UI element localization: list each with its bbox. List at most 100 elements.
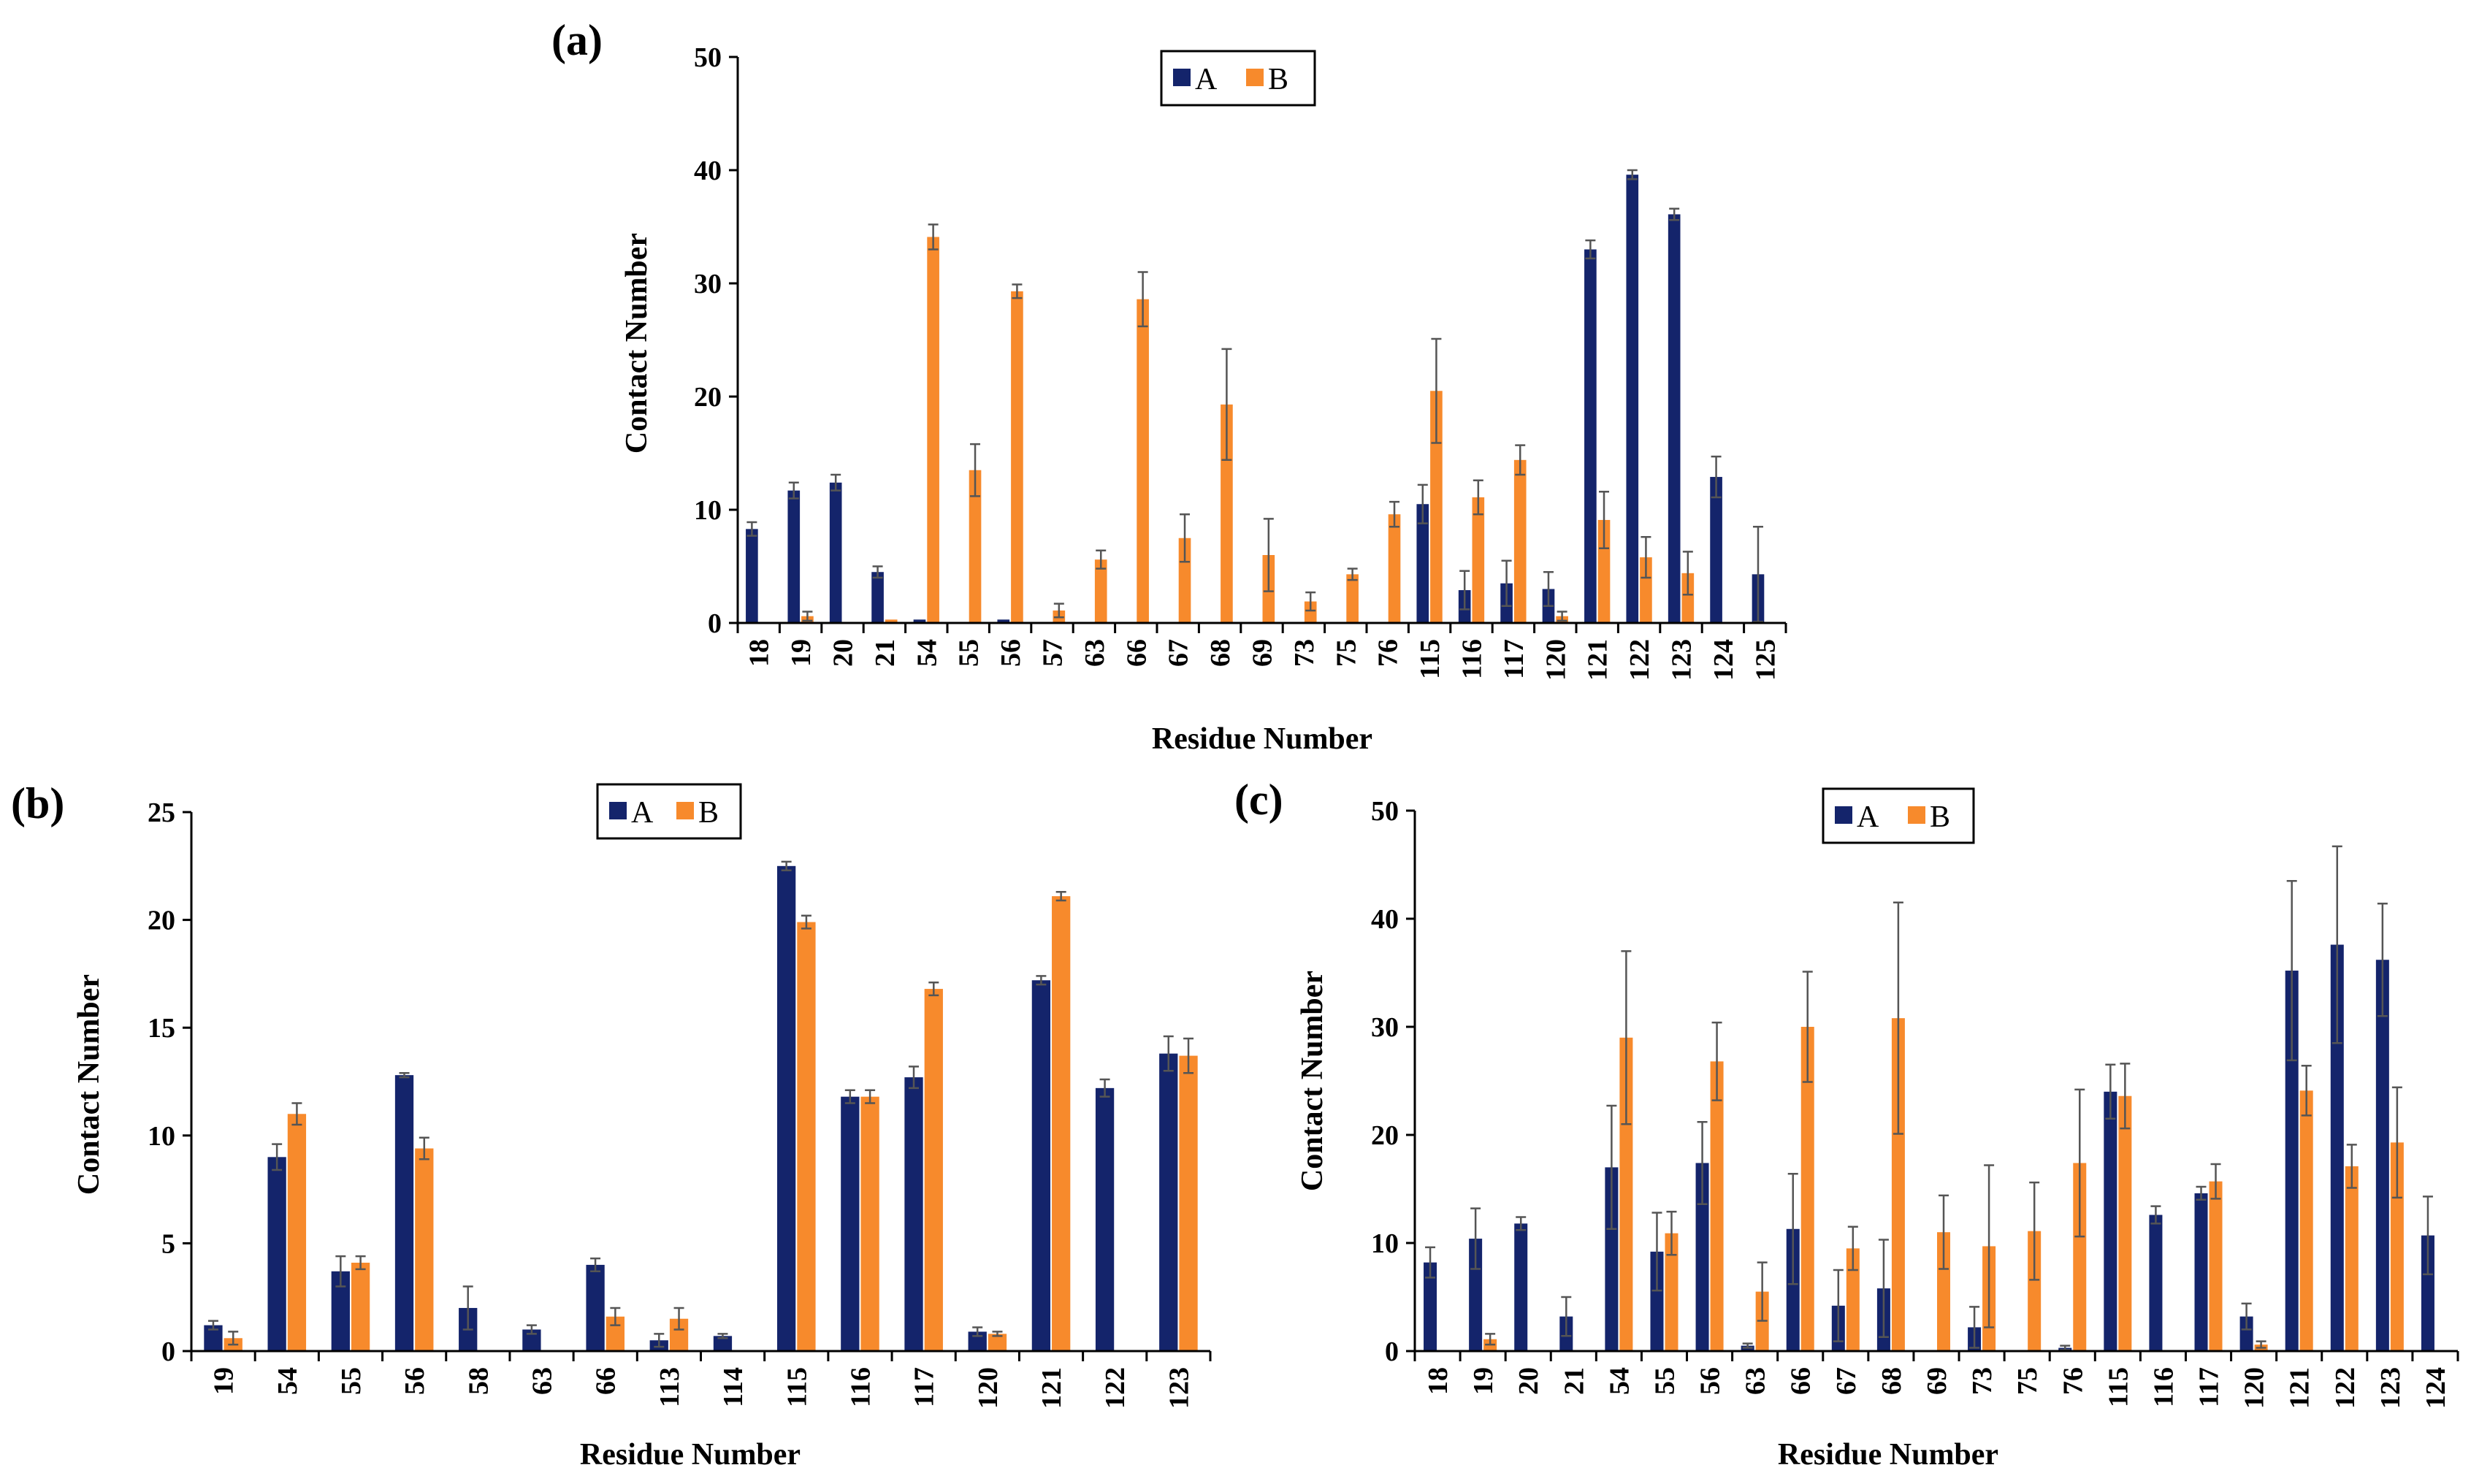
- bar-b-A-54: [267, 1157, 286, 1351]
- bar-c-B-117: [2209, 1181, 2223, 1351]
- bar-c-B-66: [1800, 1027, 1814, 1351]
- bar-c-B-69: [1937, 1232, 1951, 1351]
- error-bar-a-A-117: [1501, 559, 1512, 607]
- bar-a-B-123: [1681, 573, 1695, 623]
- x-tick-label-c-54: 54: [1604, 1367, 1635, 1395]
- error-bar-c-B-68: [1893, 901, 1903, 1135]
- x-tick-label-a-57: 57: [1038, 639, 1069, 667]
- x-tick-label-b-58: 58: [463, 1367, 494, 1395]
- error-bar-b-A-113: [654, 1333, 665, 1348]
- bar-c-A-54: [1605, 1167, 1619, 1351]
- bar-a-B-54: [927, 237, 939, 623]
- bar-a-A-124: [1710, 477, 1722, 623]
- x-tick-label-c-55: 55: [1649, 1367, 1680, 1395]
- y-tick-label-c-40: 40: [1371, 904, 1399, 935]
- error-bar-c-A-123: [2377, 903, 2388, 1017]
- error-bar-a-B-116: [1473, 479, 1483, 516]
- y-tick-label-c-30: 30: [1371, 1012, 1399, 1043]
- x-tick-label-a-73: 73: [1289, 639, 1320, 667]
- x-tick-label-a-18: 18: [744, 639, 775, 667]
- error-bar-c-A-18: [1425, 1246, 1436, 1279]
- error-bar-c-A-63: [1742, 1342, 1753, 1349]
- y-tick-label-c-50: 50: [1371, 796, 1399, 827]
- error-bar-b-A-121: [1036, 975, 1047, 986]
- error-bar-c-A-120: [2241, 1302, 2252, 1331]
- x-tick-label-c-19: 19: [1468, 1367, 1499, 1395]
- error-bar-a-B-117: [1515, 444, 1526, 476]
- error-bar-a-B-63: [1096, 549, 1107, 570]
- bar-b-A-115: [776, 865, 796, 1351]
- y-axis-title-c: Contact Number: [1296, 971, 1329, 1191]
- error-bar-b-B-55: [355, 1255, 366, 1271]
- error-bar-c-A-68: [1878, 1239, 1889, 1339]
- x-tick-label-c-56: 56: [1695, 1367, 1726, 1395]
- error-bar-a-B-75: [1347, 567, 1358, 581]
- error-bar-a-A-116: [1459, 570, 1470, 611]
- error-bar-b-B-113: [673, 1307, 684, 1331]
- x-tick-label-a-115: 115: [1415, 639, 1445, 679]
- error-bar-a-B-66: [1137, 271, 1148, 328]
- bar-a-B-115: [1430, 391, 1443, 623]
- bar-c-A-120: [2239, 1316, 2253, 1351]
- error-bar-b-B-120: [992, 1331, 1003, 1337]
- x-tick-label-c-75: 75: [2012, 1367, 2043, 1395]
- bar-c-A-55: [1650, 1251, 1664, 1351]
- x-tick-label-b-55: 55: [336, 1367, 367, 1395]
- error-bar-c-A-116: [2150, 1205, 2161, 1225]
- error-bar-a-B-54: [928, 223, 939, 250]
- error-bar-c-B-122: [2346, 1144, 2357, 1189]
- error-bar-b-A-123: [1163, 1035, 1174, 1072]
- bar-b-A-123: [1159, 1053, 1178, 1351]
- x-tick-label-c-123: 123: [2375, 1367, 2406, 1409]
- bar-c-B-122: [2345, 1166, 2359, 1351]
- series-b-B: [224, 890, 1198, 1351]
- x-tick-label-c-68: 68: [1876, 1367, 1907, 1395]
- bar-c-A-117: [2194, 1193, 2208, 1351]
- chart-panel-a: (a) Contact Number Residue Number A B 01…: [551, 16, 1787, 756]
- error-bar-c-A-19: [1470, 1207, 1481, 1270]
- bar-c-A-123: [2375, 960, 2389, 1351]
- bar-c-A-18: [1424, 1262, 1437, 1351]
- error-bar-a-A-123: [1669, 207, 1680, 221]
- x-tick-label-b-114: 114: [718, 1367, 749, 1407]
- bar-c-A-19: [1469, 1239, 1483, 1351]
- bar-a-B-66: [1137, 299, 1149, 623]
- bar-c-A-115: [2104, 1091, 2117, 1351]
- error-bar-b-A-58: [462, 1285, 473, 1331]
- x-tick-label-c-66: 66: [1786, 1367, 1817, 1395]
- bar-a-A-20: [829, 482, 842, 623]
- series-a-B: [801, 223, 1695, 623]
- bar-a-A-122: [1626, 175, 1639, 623]
- bar-a-A-54: [913, 619, 926, 623]
- error-bar-c-B-56: [1711, 1021, 1722, 1101]
- y-tick-label-a-0: 0: [708, 608, 722, 639]
- error-bar-c-A-56: [1697, 1120, 1708, 1205]
- x-tick-label-a-75: 75: [1331, 639, 1361, 667]
- legend-label-c-A: A: [1857, 800, 1879, 834]
- y-tick-label-a-20: 20: [694, 382, 722, 413]
- bar-a-B-75: [1346, 574, 1359, 623]
- legend-a: A B: [1160, 50, 1316, 107]
- panel-label-a: (a): [551, 16, 603, 64]
- y-tick-label-a-50: 50: [694, 42, 722, 73]
- bar-a-B-21: [885, 619, 898, 623]
- plot-area-a: 0 10 20 30 40 50 18 19 20 21 54 55 56 57 63 66 67 68 69 73 7…: [694, 42, 1787, 681]
- bar-b-A-114: [713, 1336, 733, 1351]
- error-bar-c-A-121: [2286, 879, 2297, 1062]
- error-bar-a-A-20: [830, 473, 841, 492]
- bar-b-B-115: [797, 922, 816, 1351]
- panel-label-b: (b): [11, 779, 64, 827]
- bar-b-B-55: [351, 1262, 370, 1351]
- x-tick-label-c-76: 76: [2058, 1367, 2088, 1395]
- error-bar-a-A-120: [1543, 571, 1554, 607]
- error-bar-b-A-63: [526, 1324, 537, 1335]
- error-bar-c-B-19: [1485, 1333, 1496, 1346]
- x-tick-label-c-21: 21: [1559, 1367, 1589, 1395]
- x-tick-label-b-113: 113: [654, 1367, 685, 1407]
- legend-label-a-A: A: [1195, 63, 1218, 96]
- bar-c-B-76: [2073, 1163, 2087, 1351]
- error-bar-a-B-55: [970, 443, 981, 497]
- x-tick-label-a-125: 125: [1750, 639, 1781, 681]
- bar-c-A-66: [1786, 1228, 1800, 1351]
- error-bar-a-A-18: [746, 521, 757, 537]
